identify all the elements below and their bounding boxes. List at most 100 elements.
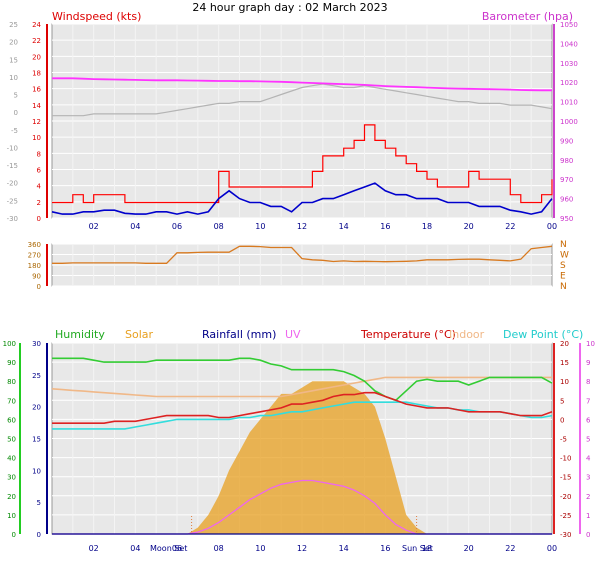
outer-tick-label: -5 [11, 127, 18, 135]
humidity-tick-label: 80 [7, 378, 16, 386]
legend-temperature: Temperature (°C) [360, 328, 456, 341]
sun-set-label: Sun Set [402, 544, 433, 553]
humidity-tick-label: 30 [7, 474, 16, 482]
humidity-series-line [52, 357, 553, 402]
climate-hour-label: 04 [130, 544, 140, 553]
temperature-tick-label: -5 [560, 436, 567, 444]
barometer-tick-label: 1050 [560, 21, 578, 29]
legend-dewpoint: Dew Point (°C) [503, 328, 583, 341]
uv-tick-label: 1 [586, 512, 590, 520]
outer-tick-label: 5 [14, 92, 18, 100]
wind-hour-label: 02 [89, 222, 99, 231]
wind-hour-label: 08 [214, 222, 224, 231]
windspeed-tick-label: 22 [32, 37, 41, 45]
legend-rainfall: Rainfall (mm) [202, 328, 276, 341]
barometer-tick-label: 990 [560, 137, 573, 145]
humidity-tick-label: 10 [7, 512, 16, 520]
temperature-tick-label: -15 [560, 474, 571, 482]
humidity-tick-label: 100 [3, 340, 16, 348]
humidity-tick-label: 0 [12, 531, 16, 539]
windspeed-tick-label: 4 [37, 183, 42, 191]
wind-hour-label: 16 [380, 222, 390, 231]
direction-compass-tick-label: N [560, 282, 567, 292]
uv-tick-label: 10 [586, 340, 595, 348]
barometer-series-line [52, 77, 552, 92]
wind-hour-label: 04 [130, 222, 140, 231]
temperature-tick-label: -10 [560, 455, 571, 463]
humidity-tick-label: 60 [7, 416, 16, 424]
solar-tick-label: 30 [32, 340, 41, 348]
solar-tick-label: 5 [37, 499, 41, 507]
temperature-tick-label: 20 [560, 340, 569, 348]
direction-compass-tick-label: S [560, 261, 566, 271]
outer-series-line [52, 83, 553, 117]
climate-hour-label: 12 [297, 544, 307, 553]
uv-tick-label: 7 [586, 397, 590, 405]
climate-hour-label: 20 [464, 544, 474, 553]
climate-hour-label: 14 [339, 544, 349, 553]
legend-indoor: Indoor [449, 328, 485, 341]
temperature-series-line [52, 391, 553, 424]
humidity-tick-label: 20 [7, 493, 16, 501]
wind-hour-label: 00 [547, 222, 557, 231]
temperature-tick-label: -20 [560, 493, 571, 501]
outer-tick-label: -30 [7, 215, 18, 223]
solar-series-area [52, 381, 552, 534]
uv-tick-label: 5 [586, 436, 590, 444]
moon-set-label: Moon Set [150, 544, 187, 553]
windspeed-tick-label: 8 [37, 150, 41, 158]
uv-tick-label: 0 [586, 531, 590, 539]
indoor-series-line [51, 376, 552, 398]
direction-tick-label: 180 [28, 262, 41, 270]
gust-series-line [52, 124, 553, 204]
barometer-tick-label: 970 [560, 176, 573, 184]
outer-tick-label: 0 [14, 109, 18, 117]
wind-hour-label: 06 [172, 222, 182, 231]
direction-tick-label: 90 [32, 273, 41, 281]
wind-hour-label: 18 [422, 222, 432, 231]
temperature-tick-label: -30 [560, 531, 571, 539]
windspeed-tick-label: 2 [37, 199, 41, 207]
uv-tick-label: 9 [586, 359, 590, 367]
climate-hour-label: 02 [89, 544, 99, 553]
uv-tick-label: 3 [586, 474, 590, 482]
barometer-tick-label: 1020 [560, 79, 578, 87]
solar-tick-label: 15 [32, 436, 41, 444]
uv-tick-label: 6 [586, 416, 591, 424]
solar-tick-label: 25 [32, 372, 41, 380]
outer-tick-label: -20 [7, 180, 18, 188]
climate-hour-label: 18 [422, 544, 432, 553]
barometer-axis-label: Barometer (hpa) [482, 10, 573, 23]
outer-tick-label: 10 [9, 74, 18, 82]
outer-tick-label: 15 [9, 56, 18, 64]
page-title: 24 hour graph day : 02 March 2023 [192, 1, 387, 14]
outer-tick-label: 20 [9, 39, 18, 47]
barometer-tick-label: 980 [560, 157, 573, 165]
solar-tick-label: 10 [32, 467, 41, 475]
climate-hour-label: 00 [547, 544, 557, 553]
windspeed-tick-label: 14 [32, 102, 41, 110]
barometer-tick-label: 1040 [560, 40, 578, 48]
humidity-tick-label: 40 [7, 455, 16, 463]
legend-uv: UV [285, 328, 301, 341]
windspeed-series-line [51, 182, 553, 215]
uv-tick-label: 4 [586, 455, 591, 463]
temperature-tick-label: -25 [560, 512, 571, 520]
windspeed-tick-label: 18 [32, 70, 41, 78]
windspeed-tick-label: 6 [37, 167, 42, 175]
temperature-tick-label: 0 [560, 416, 564, 424]
windspeed-tick-label: 10 [32, 134, 41, 142]
climate-hour-label: 06 [172, 544, 182, 553]
temperature-tick-label: 5 [560, 397, 564, 405]
climate-hour-label: 08 [214, 544, 224, 553]
barometer-tick-label: 1030 [560, 60, 578, 68]
windspeed-tick-label: 24 [32, 21, 41, 29]
barometer-tick-label: 1010 [560, 99, 578, 107]
wind-hour-label: 12 [297, 222, 307, 231]
wind-hour-label: 14 [339, 222, 349, 231]
outer-tick-label: -15 [7, 162, 18, 170]
windspeed-tick-label: 12 [32, 118, 41, 126]
direction-tick-label: 360 [28, 241, 41, 249]
